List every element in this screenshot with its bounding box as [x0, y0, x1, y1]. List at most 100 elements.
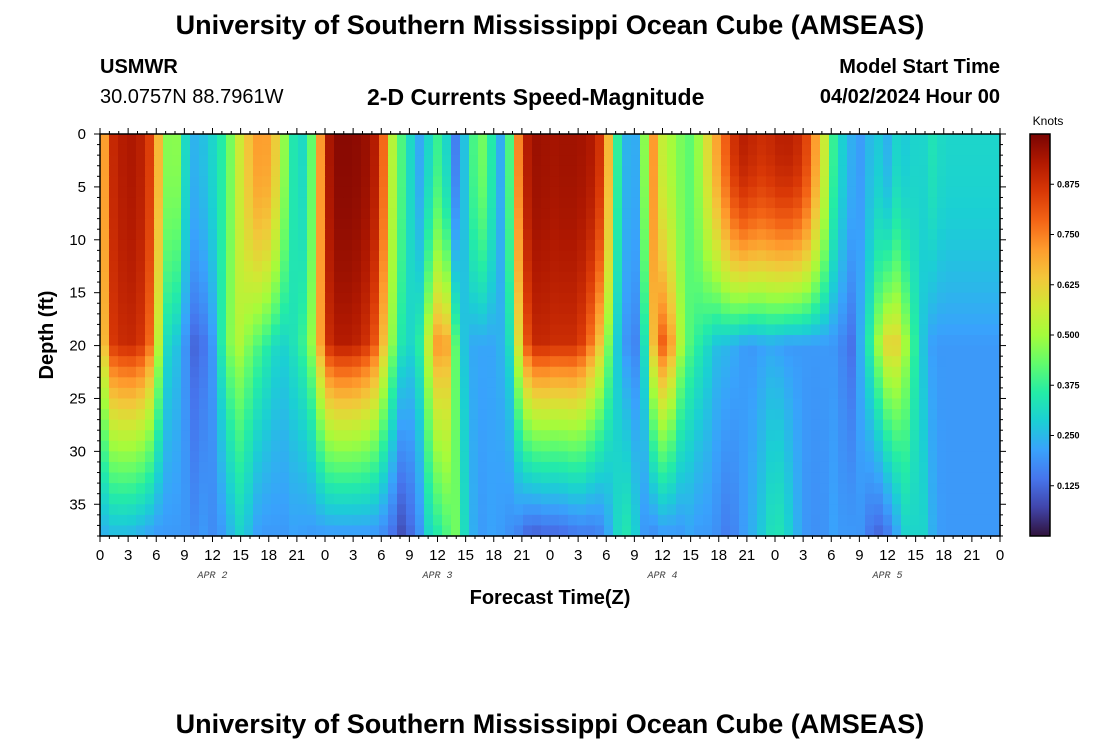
heatmap-cell — [361, 282, 371, 294]
heatmap-cell — [829, 345, 839, 357]
heatmap-cell — [352, 493, 362, 505]
heatmap-cell — [649, 271, 659, 283]
heatmap-cell — [631, 377, 641, 389]
heatmap-cell — [469, 155, 479, 167]
heatmap-cell — [730, 292, 740, 304]
heatmap-cell — [856, 493, 866, 505]
heatmap-cell — [136, 398, 146, 410]
heatmap-cell — [235, 483, 245, 495]
heatmap-cell — [109, 303, 119, 315]
heatmap-cell — [361, 504, 371, 516]
heatmap-cell — [388, 377, 398, 389]
heatmap-cell — [685, 387, 695, 400]
heatmap-cell — [478, 345, 488, 357]
heatmap-cell — [685, 440, 695, 452]
heatmap-cell — [595, 229, 605, 241]
heatmap-cell — [649, 197, 659, 209]
heatmap-cell — [127, 366, 137, 378]
heatmap-cell — [127, 165, 137, 177]
heatmap-cell — [811, 292, 821, 304]
heatmap-cell — [334, 303, 344, 315]
heatmap-cell — [424, 387, 434, 400]
heatmap-cell — [415, 398, 425, 410]
heatmap-cell — [955, 504, 965, 516]
heatmap-cell — [640, 377, 650, 389]
heatmap-cell — [469, 197, 479, 209]
heatmap-cell — [289, 229, 299, 241]
heatmap-cell — [370, 144, 380, 156]
heatmap-cell — [811, 186, 821, 199]
heatmap-cell — [316, 387, 326, 400]
heatmap-cell — [478, 483, 488, 495]
heatmap-cell — [991, 483, 1001, 495]
heatmap-cell — [388, 451, 398, 463]
heatmap-cell — [316, 218, 326, 230]
heatmap-cell — [865, 409, 875, 421]
heatmap-cell — [316, 292, 326, 304]
heatmap-cell — [928, 504, 938, 516]
heatmap-cell — [208, 419, 218, 431]
heatmap-cell — [766, 430, 776, 442]
heatmap-cells — [100, 134, 1001, 537]
heatmap-cell — [739, 419, 749, 431]
heatmap-cell — [334, 282, 344, 294]
heatmap-cell — [550, 324, 560, 336]
heatmap-cell — [766, 271, 776, 283]
heatmap-cell — [811, 525, 821, 537]
heatmap-cell — [784, 387, 794, 400]
heatmap-cell — [649, 155, 659, 167]
heatmap-cell — [829, 356, 839, 368]
heatmap-cell — [460, 483, 470, 495]
heatmap-cell — [658, 324, 668, 336]
heatmap-cell — [721, 366, 731, 378]
heatmap-cell — [415, 271, 425, 283]
heatmap-cell — [712, 176, 722, 188]
heatmap-cell — [955, 303, 965, 315]
heatmap-cell — [766, 525, 776, 537]
heatmap-cell — [415, 282, 425, 294]
heatmap-cell — [658, 525, 668, 537]
heatmap-cell — [190, 461, 200, 474]
heatmap-cell — [622, 186, 632, 199]
heatmap-cell — [451, 525, 461, 537]
heatmap-cell — [883, 197, 893, 209]
heatmap-cell — [334, 440, 344, 452]
heatmap-cell — [703, 335, 713, 347]
heatmap-cell — [334, 356, 344, 368]
heatmap-cell — [505, 377, 515, 389]
heatmap-cell — [568, 430, 578, 442]
heatmap-cell — [622, 409, 632, 421]
heatmap-cell — [343, 250, 353, 262]
heatmap-cell — [460, 176, 470, 188]
heatmap-cell — [190, 419, 200, 431]
heatmap-cell — [838, 335, 848, 347]
heatmap-cell — [937, 218, 947, 230]
heatmap-cell — [190, 176, 200, 188]
heatmap-cell — [955, 335, 965, 347]
heatmap-cell — [532, 430, 542, 442]
heatmap-cell — [712, 271, 722, 283]
heatmap-cell — [748, 218, 758, 230]
heatmap-cell — [631, 409, 641, 421]
heatmap-cell — [658, 250, 668, 262]
heatmap-cell — [838, 387, 848, 400]
heatmap-cell — [433, 377, 443, 389]
heatmap-cell — [172, 176, 182, 188]
heatmap-cell — [568, 250, 578, 262]
heatmap-cell — [208, 356, 218, 368]
heatmap-cell — [964, 282, 974, 294]
heatmap-cell — [595, 525, 605, 537]
heatmap-cell — [937, 335, 947, 347]
heatmap-cell — [397, 398, 407, 410]
heatmap-cell — [217, 345, 227, 357]
heatmap-cell — [217, 377, 227, 389]
heatmap-cell — [874, 218, 884, 230]
heatmap-cell — [775, 356, 785, 368]
heatmap-cell — [577, 144, 587, 156]
heatmap-cell — [829, 525, 839, 537]
heatmap-cell — [667, 260, 677, 273]
heatmap-cell — [379, 229, 389, 241]
heatmap-cell — [568, 440, 578, 452]
heatmap-cell — [604, 239, 614, 251]
heatmap-cell — [361, 303, 371, 315]
